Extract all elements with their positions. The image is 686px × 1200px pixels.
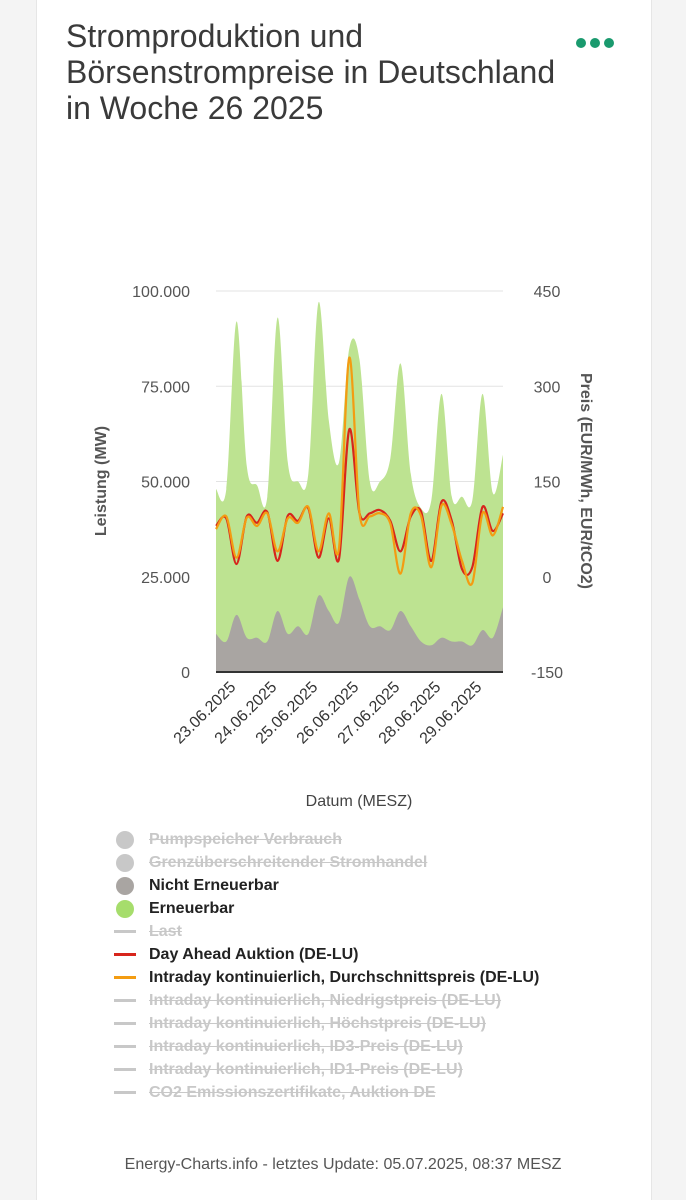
legend-line-icon: [114, 970, 136, 986]
menu-dot: [604, 38, 614, 48]
footer-update-note: Energy-Charts.info - letztes Update: 05.…: [124, 1156, 562, 1173]
legend-label: Intraday kontinuierlich, ID1-Preis (DE-L…: [149, 1060, 463, 1078]
legend-label: Day Ahead Auktion (DE-LU): [149, 945, 359, 963]
y-tick-right: 150: [534, 475, 561, 492]
legend-item[interactable]: Last: [114, 920, 654, 943]
legend-item[interactable]: Intraday kontinuierlich, ID3-Preis (DE-L…: [114, 1035, 654, 1058]
y-tick-left: 100.000: [132, 284, 190, 301]
legend-item[interactable]: CO2 Emissionszertifikate, Auktion DE: [114, 1081, 654, 1104]
legend-dot-icon: [114, 853, 136, 872]
legend-item[interactable]: Pumpspeicher Verbrauch: [114, 828, 654, 851]
legend-item[interactable]: Day Ahead Auktion (DE-LU): [114, 943, 654, 966]
y-tick-left: 50.000: [141, 475, 190, 492]
legend-line-icon: [114, 924, 136, 940]
chart-title: Stromproduktion und Börsenstrompreise in…: [66, 18, 556, 126]
y-tick-right: 300: [534, 379, 561, 396]
series-line-intraday: [215, 356, 505, 586]
menu-dot: [576, 38, 586, 48]
legend-label: Intraday kontinuierlich, Durchschnittspr…: [149, 968, 540, 986]
legend-item[interactable]: Intraday kontinuierlich, Niedrigstpreis …: [114, 989, 654, 1012]
legend-item[interactable]: Nicht Erneuerbar: [114, 874, 654, 897]
legend-label: Nicht Erneuerbar: [149, 876, 279, 894]
legend-line-icon: [114, 1016, 136, 1032]
y-tick-right: -150: [531, 665, 563, 682]
legend-label: CO2 Emissionszertifikate, Auktion DE: [149, 1083, 436, 1101]
x-axis-title: Datum (MESZ): [306, 793, 413, 810]
legend-item[interactable]: Intraday kontinuierlich, ID1-Preis (DE-L…: [114, 1058, 654, 1081]
y-tick-left: 0: [181, 665, 190, 682]
y-axis-title-right: Preis (EUR/MWh, EUR/tCO2): [577, 373, 594, 589]
legend-label: Pumpspeicher Verbrauch: [149, 830, 342, 848]
menu-dot: [590, 38, 600, 48]
legend-line-icon: [114, 1062, 136, 1078]
legend-label: Intraday kontinuierlich, Höchstpreis (DE…: [149, 1014, 486, 1032]
legend-dot-icon: [114, 830, 136, 849]
y-tick-right: 450: [534, 284, 561, 301]
legend-item[interactable]: Intraday kontinuierlich, Höchstpreis (DE…: [114, 1012, 654, 1035]
y-tick-left: 75.000: [141, 379, 190, 396]
legend-line-icon: [114, 993, 136, 1009]
legend-label: Intraday kontinuierlich, Niedrigstpreis …: [149, 991, 502, 1009]
series-area-nicht-erneuerbar: [216, 576, 503, 672]
y-tick-right: 0: [543, 570, 552, 587]
legend-label: Last: [149, 922, 182, 940]
legend-label: Erneuerbar: [149, 899, 235, 917]
y-tick-left: 25.000: [141, 570, 190, 587]
y-axis-title-left: Leistung (MW): [93, 426, 110, 536]
chart-plot[interactable]: 0 25.000 50.000 75.000 100.000 -150 0 150 300 450…: [0, 0, 686, 820]
legend-item[interactable]: Grenzüberschreitender Stromhandel: [114, 851, 654, 874]
legend-dot-icon: [114, 876, 136, 895]
more-options-icon[interactable]: [576, 34, 616, 52]
legend-item[interactable]: Erneuerbar: [114, 897, 654, 920]
legend-line-icon: [114, 1039, 136, 1055]
legend-label: Intraday kontinuierlich, ID3-Preis (DE-L…: [149, 1037, 463, 1055]
legend-label: Grenzüberschreitender Stromhandel: [149, 853, 428, 871]
legend-dot-icon: [114, 899, 136, 918]
series-area-erneuerbar: [216, 301, 503, 672]
legend-line-icon: [114, 947, 136, 963]
chart-legend: Pumpspeicher Verbrauch Grenzüberschreiten…: [114, 828, 654, 1104]
legend-line-icon: [114, 1085, 136, 1101]
legend-item[interactable]: Intraday kontinuierlich, Durchschnittspr…: [114, 966, 654, 989]
